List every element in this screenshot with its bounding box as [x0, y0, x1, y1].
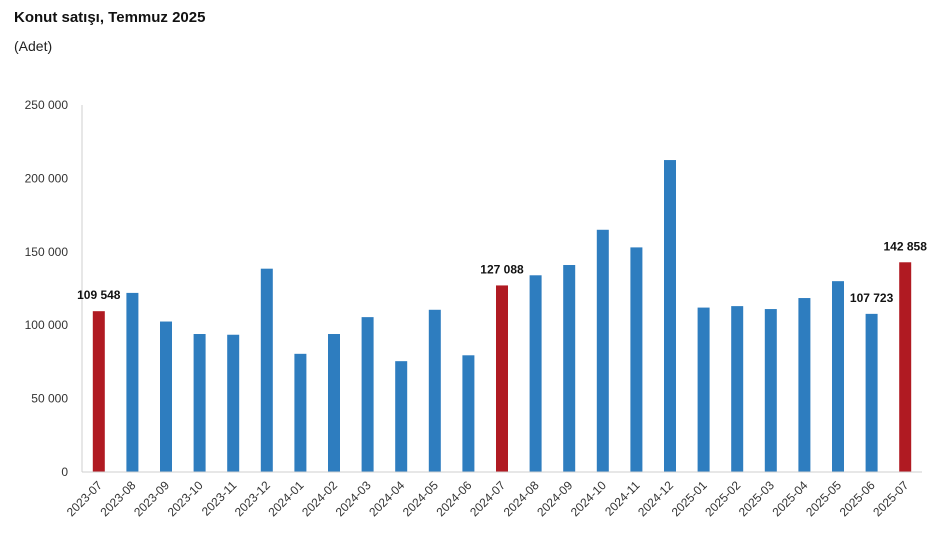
bar-2023-09 [160, 321, 172, 472]
x-tick-label: 2025-02 [702, 478, 743, 519]
y-tick-label: 250 000 [25, 98, 69, 112]
x-tick-label: 2024-08 [501, 478, 542, 519]
x-tick-label: 2024-06 [433, 478, 474, 519]
bar-2024-08 [529, 275, 542, 472]
bar-2024-06 [462, 355, 475, 472]
y-tick-label: 200 000 [25, 171, 69, 185]
x-tick-label: 2023-11 [199, 478, 240, 519]
bar-2024-01 [294, 353, 307, 472]
x-tick-label: 2023-08 [97, 478, 138, 519]
bar-2024-10 [596, 229, 609, 472]
bar-2024-02 [328, 334, 340, 472]
x-tick-label: 2023-07 [64, 478, 105, 519]
bar-2024-11 [630, 247, 643, 472]
x-tick-label: 2024-07 [467, 478, 508, 519]
x-tick-label: 2025-07 [870, 478, 911, 519]
x-tick-label: 2025-01 [669, 478, 710, 519]
y-tick-label: 150 000 [25, 245, 69, 259]
bar-2023-12 [260, 268, 273, 472]
x-tick-label: 2023-09 [131, 478, 172, 519]
x-tick-label: 2024-03 [333, 478, 374, 519]
x-tick-label: 2024-10 [568, 478, 609, 519]
bar-2024-09 [563, 265, 576, 472]
bar-2025-06 [865, 313, 878, 472]
y-axis: 0 50 000 100 000 150 000 200 000 250 000 [25, 98, 83, 479]
x-axis: 2023-072023-082023-092023-102023-112023-… [64, 471, 922, 519]
bar-2025-05 [832, 281, 844, 472]
y-tick-label: 0 [61, 465, 68, 479]
x-tick-label: 2025-03 [736, 478, 777, 519]
bar-2024-07 [496, 285, 508, 472]
bar-2025-02 [731, 306, 744, 472]
bar-2023-08 [126, 292, 139, 472]
x-tick-label: 2025-04 [769, 478, 810, 519]
bar-2024-03 [361, 317, 374, 472]
bars [92, 160, 912, 473]
x-tick-label: 2025-06 [837, 478, 878, 519]
x-tick-label: 2024-11 [602, 478, 643, 519]
data-label-2025-06: 107 723 [850, 291, 894, 305]
bar-2025-01 [697, 307, 710, 472]
chart-subtitle: (Adet) [14, 38, 53, 54]
y-tick-label: 50 000 [31, 392, 68, 406]
x-tick-label: 2024-05 [400, 478, 441, 519]
bar-2023-11 [227, 334, 240, 472]
x-tick-label: 2023-12 [232, 478, 273, 519]
x-tick-label: 2024-12 [635, 478, 676, 519]
bar-2025-07 [899, 262, 912, 472]
bar-2024-04 [395, 361, 408, 472]
x-tick-label: 2025-05 [803, 478, 844, 519]
data-label-2025-07: 142 858 [884, 239, 928, 253]
data-label-2023-07: 109 548 [77, 288, 121, 302]
chart-title: Konut satışı, Temmuz 2025 [14, 9, 206, 26]
x-tick-label: 2023-10 [165, 478, 206, 519]
x-tick-label: 2024-02 [299, 478, 340, 519]
bar-2024-05 [428, 309, 441, 472]
y-tick-label: 100 000 [25, 318, 69, 332]
x-tick-label: 2024-01 [265, 478, 306, 519]
bar-2025-04 [798, 298, 811, 472]
x-tick-label: 2024-04 [366, 478, 407, 519]
data-labels: 109 548 127 088 107 723 142 858 [77, 239, 927, 305]
data-label-2024-07: 127 088 [480, 262, 524, 276]
bar-2023-07 [92, 311, 105, 472]
x-tick-label: 2024-09 [534, 478, 575, 519]
bar-2024-12 [664, 160, 676, 473]
bar-2023-10 [193, 334, 206, 472]
bar-2025-03 [764, 309, 777, 472]
